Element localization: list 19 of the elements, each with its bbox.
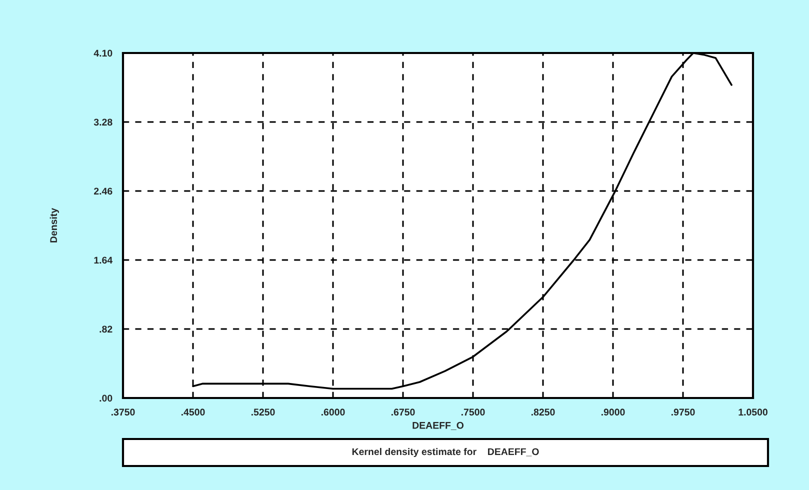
y-axis-title: Density xyxy=(50,208,59,242)
x-tick-label: .9000 xyxy=(601,408,625,416)
x-axis-title: DEAEFF_O xyxy=(412,422,464,430)
text: Kernel density estimate for DEAEFF_O xyxy=(352,448,539,458)
y-tick-label: 1.64 xyxy=(94,256,113,264)
x-tick-label: .9750 xyxy=(671,408,695,416)
x-tick-label: .5250 xyxy=(251,408,275,416)
y-tick-label: .82 xyxy=(100,326,112,333)
x-tick-label: .8250 xyxy=(531,408,555,416)
x-tick-label: .6000 xyxy=(321,408,345,416)
x-tick-label: 1.0500 xyxy=(738,408,768,416)
x-tick-label: .6750 xyxy=(391,408,415,416)
x-tick-label: .3750 xyxy=(111,408,135,416)
y-tick-label: 3.28 xyxy=(94,118,112,126)
x-tick-label: .7500 xyxy=(461,408,485,416)
x-tick-label: .4500 xyxy=(181,408,205,416)
y-tick-label: 2.46 xyxy=(94,188,112,195)
y-tick-label: .00 xyxy=(100,394,112,402)
y-tick-label: 4.10 xyxy=(94,50,112,57)
